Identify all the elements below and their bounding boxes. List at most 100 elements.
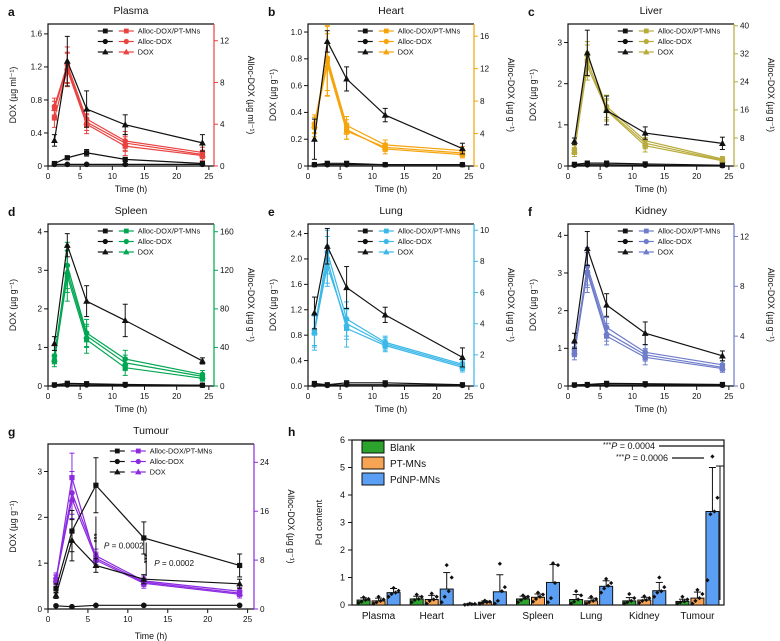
bar-group-plasma	[356, 585, 401, 606]
x-axis-label: Time (h)	[375, 404, 407, 414]
svg-text:5: 5	[78, 172, 83, 181]
right-axis-label: Alloc-DOX (µg g⁻¹)	[286, 489, 296, 563]
right-axis-label: Alloc-DOX (µg g⁻¹)	[766, 268, 776, 342]
series-alloc-dox-pt-mns-right	[311, 235, 466, 373]
svg-text:20: 20	[692, 172, 702, 181]
svg-text:0.6: 0.6	[291, 81, 303, 90]
svg-text:4: 4	[480, 319, 485, 328]
svg-text:10: 10	[368, 172, 378, 181]
svg-text:0: 0	[46, 615, 51, 624]
bar-pdnp-mns	[599, 585, 614, 606]
legend-label: Alloc-DOX/PT-MNs	[658, 227, 721, 236]
svg-text:4: 4	[480, 129, 485, 138]
legend-label: DOX	[150, 468, 166, 477]
series-alloc-dox-pt-mns-right	[51, 250, 206, 382]
panel-title: Kidney	[635, 205, 668, 217]
panel-b: b Heart 0 5 10 15 20 25 0 0.2 0.4 0.6 0.8 1.0 0 4 8 12 16 D…	[260, 0, 520, 200]
svg-text:8: 8	[480, 257, 485, 266]
legend-label: Alloc-DOX	[398, 37, 432, 46]
svg-text:P = 0.0002: P = 0.0002	[154, 559, 194, 568]
svg-text:15: 15	[400, 172, 410, 181]
svg-text:***P = 0.0006: ***P = 0.0006	[616, 453, 668, 463]
svg-text:16: 16	[740, 106, 750, 115]
chart-lung: e Lung 0 5 10 15 20 25 0.0 0.4 0.8 1.2 1.6 2.0 2.4 0 2 4 6…	[268, 205, 516, 414]
panel-g: g Tumour 0 5 10 15 20 25 0 1 2 3 0 8 16 24 DOX (µg g⁻¹) A…	[0, 420, 300, 641]
svg-text:2.0: 2.0	[291, 255, 303, 264]
svg-text:5: 5	[598, 172, 603, 181]
axes: 0 5 10 15 20 25 0.0 0.4 0.8 1.2 1.6 2.0 2.4 0 2 4 6 8 10	[291, 223, 490, 401]
svg-text:0.8: 0.8	[31, 96, 43, 105]
series-alloc-dox-left	[571, 382, 726, 389]
panel-letter: d	[8, 205, 15, 219]
svg-text:8: 8	[740, 282, 745, 291]
legend-label: Alloc-DOX	[138, 37, 172, 46]
svg-text:8: 8	[220, 78, 225, 87]
significance-annotation: *** P = 0.0002	[89, 516, 144, 561]
legend-label: Alloc-DOX/PT-MNs	[138, 227, 201, 236]
legend-label: DOX	[138, 248, 154, 257]
axes: 0 5 10 15 20 25 0 0.4 0.8 1.2 1.6 0 4 8 12	[31, 23, 230, 181]
series-alloc-dox-left	[51, 161, 206, 168]
svg-text:8: 8	[480, 97, 485, 106]
svg-text:16: 16	[480, 32, 490, 41]
svg-text:0.4: 0.4	[291, 356, 303, 365]
chart-heart: b Heart 0 5 10 15 20 25 0 0.2 0.4 0.6 0.8 1.0 0 4 8 12 16 D…	[268, 5, 516, 194]
panel-letter: b	[268, 5, 275, 19]
svg-text:0: 0	[220, 382, 225, 391]
chart-pd-content: h 0 1 2 3 4 5 6 Pd content Plasma Heart Liver Spleen…	[288, 425, 725, 622]
axes: 0 5 10 15 20 25 0 1 2 3 0 8 16 24 32 40	[557, 22, 749, 181]
series-alloc-dox-pt-mns-right	[51, 52, 206, 162]
series-alloc-dox-left	[311, 161, 466, 168]
svg-text:160: 160	[220, 228, 234, 237]
svg-text:0: 0	[297, 162, 302, 171]
bar-group-liver	[462, 561, 507, 607]
category-label: Spleen	[522, 611, 553, 622]
legend-label: Alloc-DOX	[138, 237, 172, 246]
svg-text:25: 25	[724, 392, 734, 401]
svg-text:0: 0	[220, 162, 225, 171]
svg-text:5: 5	[340, 463, 345, 473]
svg-text:40: 40	[740, 22, 750, 31]
significance-annotation: *** P = 0.0002	[139, 542, 194, 576]
svg-text:0: 0	[37, 605, 42, 614]
right-axis-label: Alloc-DOX (µg g⁻¹)	[246, 268, 256, 342]
bar-pdnp-mns	[546, 581, 560, 606]
panel-c: c Liver 0 5 10 15 20 25 0 1 2 3 0 8 16 24 32 40 DOX (µg g⁻…	[520, 0, 780, 200]
svg-text:0.8: 0.8	[291, 55, 303, 64]
left-axis-label: DOX (µg g⁻¹)	[528, 279, 538, 331]
svg-text:5: 5	[78, 392, 83, 401]
series-alloc-dox-right	[51, 241, 206, 379]
svg-text:P = 0.0002: P = 0.0002	[104, 542, 144, 551]
svg-text:5: 5	[338, 172, 343, 181]
svg-text:2: 2	[480, 351, 485, 360]
x-axis-label: Time (h)	[635, 404, 667, 414]
chart-liver: c Liver 0 5 10 15 20 25 0 1 2 3 0 8 16 24 32 40 DOX (µg g⁻…	[528, 5, 776, 194]
panel-h: h 0 1 2 3 4 5 6 Pd content Plasma Heart Liver Spleen…	[280, 420, 780, 641]
x-axis-label: Time (h)	[115, 404, 147, 414]
svg-text:20: 20	[172, 172, 182, 181]
svg-text:15: 15	[660, 392, 670, 401]
svg-text:2: 2	[557, 306, 562, 315]
svg-text:5: 5	[86, 615, 91, 624]
left-axis-label: DOX (µg ml⁻¹)	[8, 67, 18, 124]
left-axis-label: DOX (µg g⁻¹)	[268, 69, 278, 121]
legend-label: Alloc-DOX/PT-MNs	[150, 447, 213, 456]
svg-text:24: 24	[260, 458, 270, 467]
svg-text:4: 4	[557, 231, 562, 240]
svg-text:0: 0	[46, 172, 51, 181]
bar-group-lung	[569, 576, 614, 606]
series-dox-left	[52, 519, 244, 599]
svg-text:12: 12	[740, 232, 750, 241]
legend-label: Alloc-DOX	[658, 237, 692, 246]
svg-text:0.2: 0.2	[291, 135, 303, 144]
svg-text:1.6: 1.6	[291, 280, 303, 289]
legend-label: DOX	[398, 48, 414, 57]
svg-text:20: 20	[203, 615, 213, 624]
right-axis-label: Alloc-DOX (µg ml⁻¹)	[246, 56, 256, 135]
svg-text:0: 0	[480, 382, 485, 391]
svg-text:4: 4	[740, 332, 745, 341]
svg-text:2.4: 2.4	[291, 229, 303, 238]
